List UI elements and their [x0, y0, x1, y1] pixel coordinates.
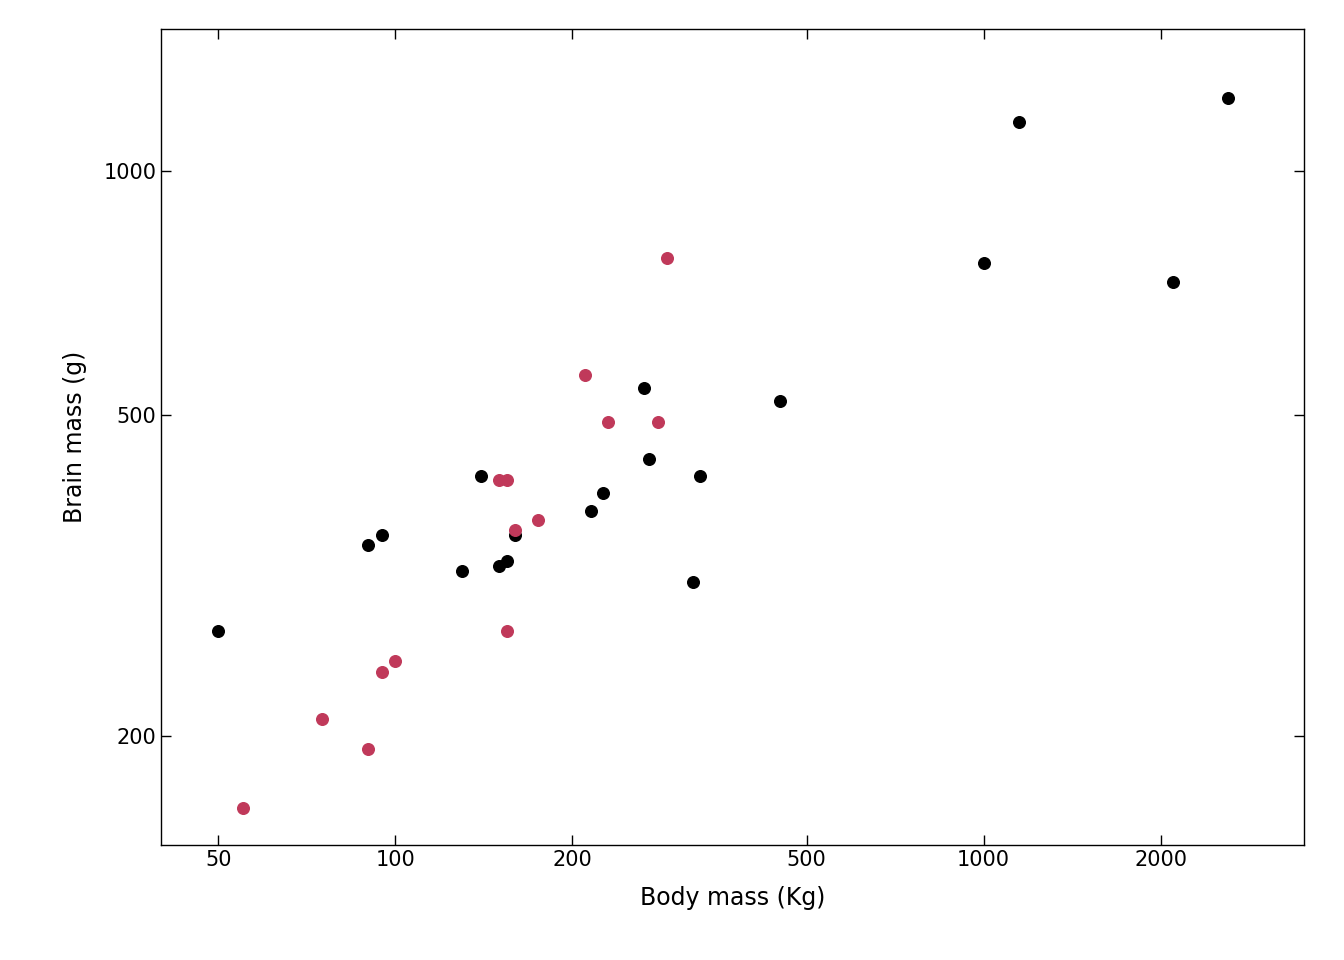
Point — [574, 367, 595, 382]
Point — [581, 503, 602, 518]
Point — [681, 575, 703, 590]
Point — [648, 414, 669, 429]
Point — [528, 513, 550, 528]
Point — [638, 452, 660, 468]
Point — [505, 522, 527, 538]
X-axis label: Body mass (Kg): Body mass (Kg) — [640, 886, 825, 910]
Point — [488, 472, 509, 488]
Point — [973, 255, 995, 271]
Point — [470, 468, 492, 484]
Point — [1163, 274, 1184, 289]
Point — [497, 472, 519, 488]
Point — [689, 468, 711, 484]
Point — [657, 251, 679, 266]
Point — [207, 623, 228, 638]
Point — [233, 801, 254, 816]
Point — [497, 623, 519, 638]
Point — [505, 527, 527, 542]
Point — [1008, 114, 1030, 130]
Point — [497, 553, 519, 568]
Point — [371, 664, 392, 680]
Point — [598, 414, 620, 429]
Point — [452, 564, 473, 579]
Point — [358, 741, 379, 756]
Point — [312, 711, 333, 727]
Point — [769, 394, 790, 409]
Point — [358, 538, 379, 553]
Point — [633, 380, 655, 396]
Y-axis label: Brain mass (g): Brain mass (g) — [63, 350, 87, 523]
Point — [591, 485, 613, 500]
Point — [1218, 91, 1239, 107]
Point — [488, 558, 509, 573]
Point — [384, 653, 406, 668]
Point — [371, 527, 392, 542]
